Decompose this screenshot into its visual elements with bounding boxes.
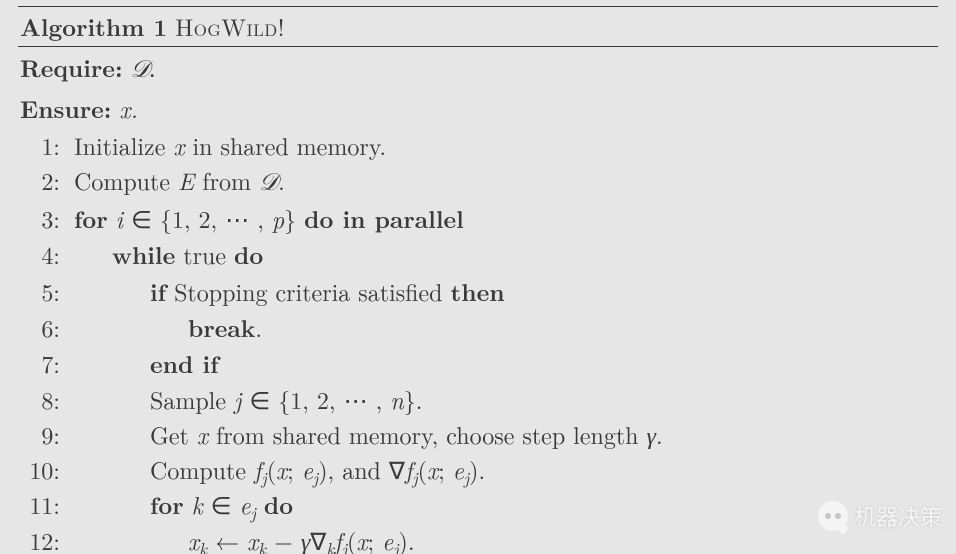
line-number: 3: (18, 201, 66, 236)
algorithm-step: 11:for k ∈ ej do (18, 487, 938, 523)
wechat-bubble-icon (818, 501, 848, 531)
algorithm-steps: 1:Initialize x in shared memory.2:Comput… (18, 126, 938, 554)
algorithm-step: 8:Sample j ∈ {1, 2, ⋯ , n}. (18, 382, 938, 417)
line-body: break. (66, 310, 262, 346)
line-number: 12: (18, 523, 66, 554)
line-body: if Stopping criteria satisfied then (66, 274, 505, 310)
line-body: Sample j ∈ {1, 2, ⋯ , n}. (66, 382, 422, 417)
line-number: 9: (18, 417, 66, 452)
line-body: xk ← xk − γ∇kfj(x; ej). (66, 523, 415, 554)
line-number: 11: (18, 487, 66, 522)
ensure-row: Ensure: x. (18, 88, 938, 127)
watermark-text: 机器决策 (854, 500, 942, 532)
line-number: 7: (18, 346, 66, 381)
line-body: Compute fj(x; ej), and ∇fj(x; ej). (66, 452, 485, 487)
line-body: Compute E from 𝒟. (66, 163, 285, 201)
algorithm-step: 10:Compute fj(x; ej), and ∇fj(x; ej). (18, 452, 938, 487)
require-row: Require: 𝒟. (18, 47, 938, 88)
line-body: end if (66, 346, 219, 382)
require-label: Require: (20, 51, 123, 85)
algorithm-step: 12:xk ← xk − γ∇kfj(x; ej). (18, 523, 938, 554)
line-number: 1: (18, 128, 66, 163)
line-body: for i ∈ {1, 2, ⋯ , p} do in parallel (66, 201, 464, 237)
line-body: for k ∈ ej do (66, 487, 293, 523)
ensure-value: x. (119, 91, 138, 125)
line-number: 5: (18, 274, 66, 309)
algorithm-step: 6:break. (18, 310, 938, 346)
require-value: 𝒟. (131, 57, 156, 83)
algorithm-title-row: Algorithm 1 HogWild! (18, 7, 938, 46)
algorithm-step: 5:if Stopping criteria satisfied then (18, 274, 938, 310)
line-number: 4: (18, 237, 66, 272)
line-body: Initialize x in shared memory. (66, 128, 386, 163)
algorithm-step: 7:end if (18, 346, 938, 382)
line-number: 6: (18, 310, 66, 345)
line-body: while true do (66, 237, 263, 273)
watermark: 机器决策 (818, 500, 942, 532)
ensure-label: Ensure: (20, 92, 111, 126)
algorithm-step: 3:for i ∈ {1, 2, ⋯ , p} do in parallel (18, 201, 938, 237)
algorithm-block: Algorithm 1 HogWild! Require: 𝒟. Ensure:… (0, 0, 956, 554)
line-body: Get x from shared memory, choose step le… (66, 417, 663, 452)
line-number: 2: (18, 163, 66, 198)
algorithm-label: Algorithm 1 (20, 10, 167, 44)
algorithm-step: 9:Get x from shared memory, choose step … (18, 417, 938, 452)
algorithm-name: HogWild! (175, 9, 285, 43)
algorithm-step: 1:Initialize x in shared memory. (18, 128, 938, 163)
algorithm-step: 2:Compute E from 𝒟. (18, 163, 938, 201)
line-number: 8: (18, 382, 66, 417)
algorithm-step: 4:while true do (18, 237, 938, 273)
line-number: 10: (18, 452, 66, 487)
